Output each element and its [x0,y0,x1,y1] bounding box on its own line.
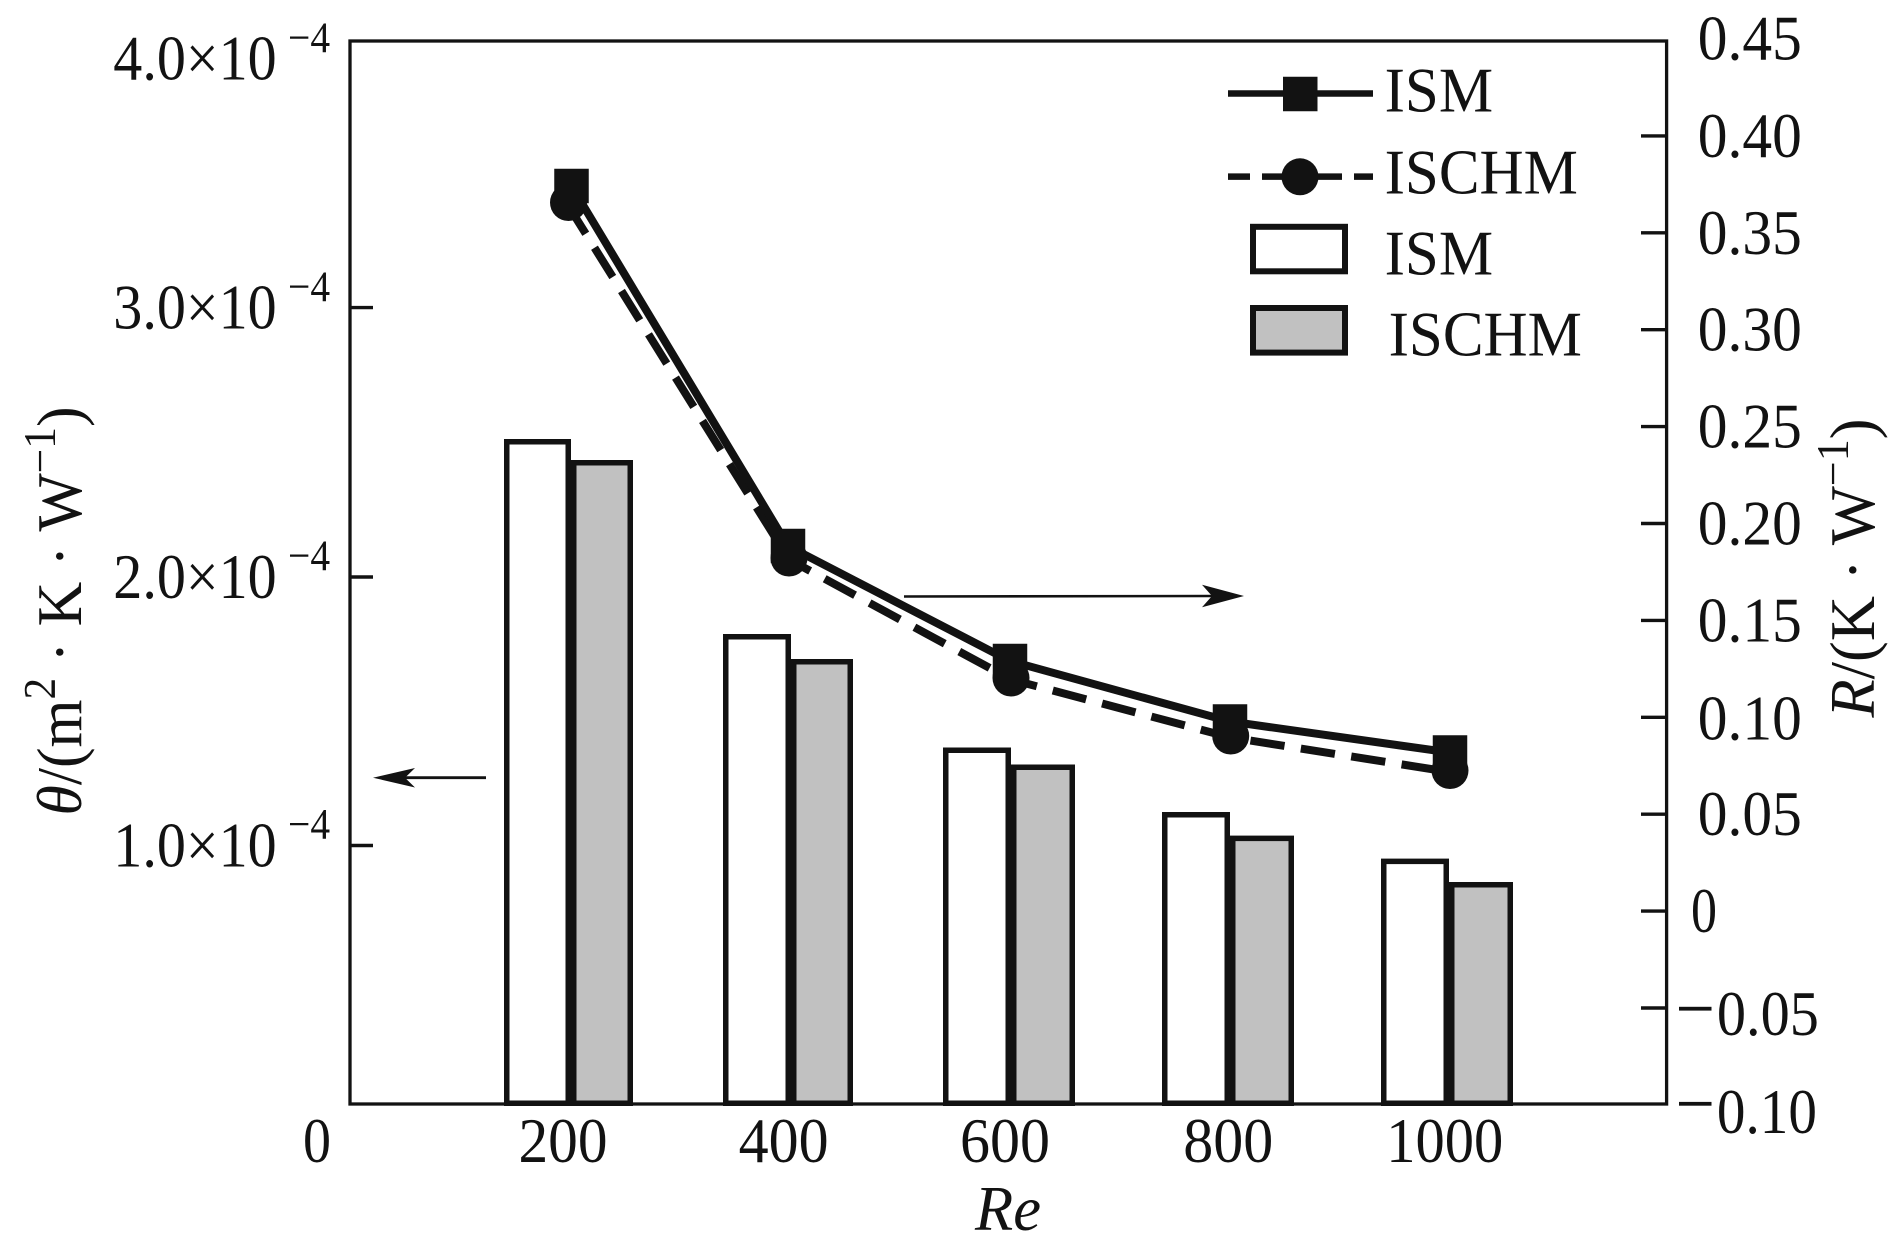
svg-text:3.0×10: 3.0×10 [113,272,276,343]
svg-text:0: 0 [303,1105,331,1176]
svg-text:0.35: 0.35 [1698,197,1802,268]
svg-text:−4: −4 [288,802,330,849]
svg-text:0.10: 0.10 [1717,1076,1817,1147]
svg-text:0.05: 0.05 [1717,978,1819,1049]
svg-text:0.15: 0.15 [1698,584,1802,655]
svg-text:600: 600 [960,1105,1050,1176]
svg-text:−4: −4 [288,264,330,311]
svg-text:R/(K · W−1): R/(K · W−1) [1808,419,1888,719]
svg-text:ISM: ISM [1385,55,1494,126]
svg-text:ISM: ISM [1385,217,1494,288]
svg-text:0.25: 0.25 [1698,391,1802,462]
svg-text:0.20: 0.20 [1698,488,1802,559]
svg-text:−4: −4 [288,533,330,580]
svg-text:1000: 1000 [1386,1105,1503,1176]
svg-text:400: 400 [739,1105,829,1176]
svg-text:ISCHM: ISCHM [1389,299,1582,370]
svg-text:Re: Re [974,1173,1041,1244]
svg-text:0.10: 0.10 [1698,682,1802,753]
svg-text:−4: −4 [288,15,330,62]
svg-text:800: 800 [1183,1105,1273,1176]
svg-text:0.40: 0.40 [1698,100,1802,171]
svg-text:0: 0 [1691,875,1717,946]
svg-text:4.0×10: 4.0×10 [113,23,276,94]
svg-text:0.45: 0.45 [1698,3,1802,74]
svg-text:1.0×10: 1.0×10 [113,810,276,881]
svg-text:200: 200 [519,1105,608,1176]
svg-text:0.30: 0.30 [1698,294,1802,365]
svg-text:θ/(m2 · K · W−1): θ/(m2 · K · W−1) [15,407,95,816]
svg-text:ISCHM: ISCHM [1385,137,1578,208]
svg-text:0.05: 0.05 [1698,778,1802,849]
svg-text:2.0×10: 2.0×10 [113,541,276,612]
